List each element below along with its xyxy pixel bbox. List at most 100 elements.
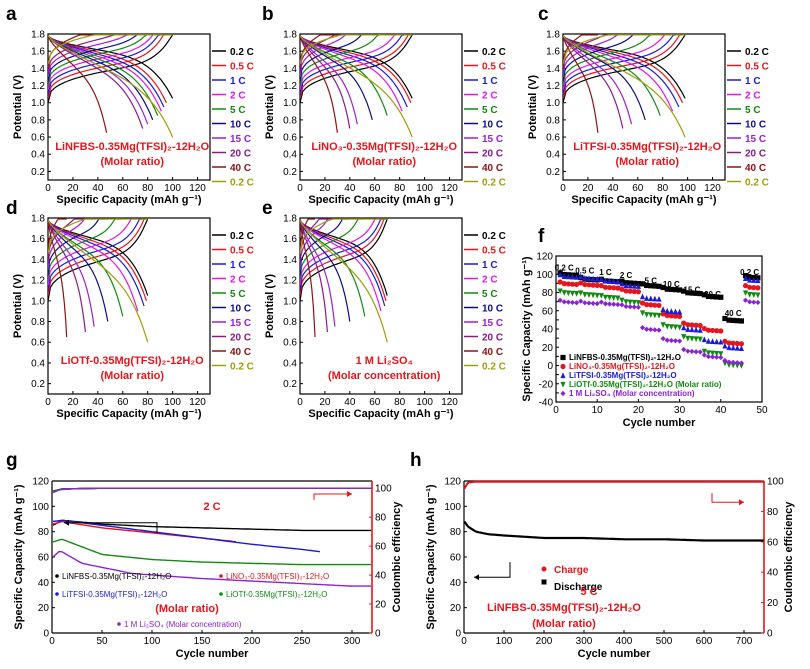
discharge-curve-1 [48, 35, 174, 99]
left-arrow [64, 522, 158, 533]
discharge-curve-7 [300, 35, 358, 125]
data-point [714, 328, 720, 334]
data-point [619, 297, 625, 304]
legend-marker-charge [541, 566, 547, 572]
data-point [697, 349, 703, 355]
data-point [751, 284, 757, 291]
x-tick-label: 60 [369, 183, 381, 194]
legend-label-3: LiTFSI-0.35Mg(TFSI)₂-12H₂O [62, 590, 167, 599]
series-5 [557, 297, 761, 366]
panel-letter-e: e [262, 198, 273, 219]
data-point [639, 293, 646, 300]
x-tick-label: 20 [67, 183, 79, 194]
data-point [747, 284, 753, 290]
legend-label-2: LiNO₃-0.35Mg(TFSI)₂-12H₂O [569, 362, 675, 371]
data-point [569, 290, 576, 297]
x-axis-label: Specific Capacity (mAh g⁻¹) [56, 408, 202, 420]
data-point [582, 275, 588, 281]
x-tick-label: 20 [633, 405, 645, 416]
y-tick-label: -20 [539, 379, 554, 390]
data-point [685, 322, 691, 328]
y2-tick-label: 80 [375, 513, 387, 524]
data-point [738, 360, 744, 366]
charge-curve-4 [563, 34, 673, 90]
discharge-curve-9 [300, 220, 316, 338]
y-axis-label: Potential (V) [527, 75, 539, 140]
right-arrowhead [739, 499, 744, 506]
data-point [648, 295, 654, 302]
curve-group [48, 34, 174, 138]
legend-label-5: 5 C [230, 105, 246, 116]
panel-letter-g: g [6, 450, 18, 471]
discharge-curve-9 [48, 35, 108, 133]
discharge-curve-9 [48, 220, 68, 338]
y-tick-label: 1.6 [31, 234, 45, 245]
y-tick-label: 1.8 [31, 214, 45, 225]
legend-label-discharge: Discharge [554, 582, 603, 593]
x-tick-label: 200 [244, 636, 261, 647]
x-tick-label: 60 [117, 397, 129, 408]
rate-annotation: 5 C [580, 586, 597, 598]
x-axis-label: Specific Capacity (mAh g⁻¹) [308, 408, 454, 420]
data-point [635, 300, 641, 306]
legend-label-6: 10 C [482, 120, 503, 131]
x-tick-label: 120 [441, 397, 458, 408]
data-point [722, 357, 728, 364]
legend-label-3: 1 C [230, 260, 246, 271]
x-tick-label: 250 [294, 636, 311, 647]
y-tick-label: 0.6 [283, 338, 297, 349]
data-point [677, 308, 683, 315]
x-tick-label: 80 [394, 183, 406, 194]
charge-curve-1 [48, 218, 149, 301]
data-point [751, 292, 757, 298]
data-point [677, 324, 683, 331]
legend-label-10: 0.2 C [230, 178, 254, 189]
data-point [623, 299, 629, 305]
legend-label-4: LiOTf-0.35Mg(TFSI)₂-12H₂O (Molar ratio) [569, 380, 722, 389]
charge-curve-8 [300, 218, 328, 265]
x-tick-label: 10 [592, 405, 604, 416]
data-point [627, 282, 633, 289]
data-point [697, 322, 703, 329]
data-point [693, 336, 699, 343]
data-point [574, 274, 580, 280]
data-point [685, 326, 691, 332]
rate-label-5: 5 C [645, 276, 658, 285]
data-point [714, 294, 720, 300]
plot-frame [299, 217, 463, 395]
legend-label-7: 15 C [482, 318, 503, 329]
data-point [560, 381, 566, 388]
panel-letter-c: c [538, 4, 549, 25]
charge-curve-5 [48, 34, 158, 86]
series-4 [52, 487, 371, 566]
series-5 [52, 487, 371, 587]
data-point [738, 341, 745, 347]
data-point [582, 291, 588, 298]
data-point [722, 315, 728, 322]
discharge-curve-2 [48, 35, 167, 103]
panel-d: 0.2 0.4 0.6 0.8 1.0 1.2 1.4 1.6 1.8 0 20 40 60 80 100 1… [12, 214, 254, 421]
y-axis-label: Specific Capacity (mAh g⁻¹) [13, 484, 25, 630]
y-tick-label: 120 [536, 252, 553, 263]
panels-layer: 0.20.40.60.81.01.21.41.61.80 20 40 60 80 100 1… [12, 30, 795, 661]
electrolyte-label: LiTFSI-0.35Mg(TFSI)₂-12H₂O [573, 141, 721, 153]
legend-label-10: 0.2 C [482, 362, 506, 373]
electrolyte-label: LiNFBS-0.35Mg(TFSI)₂-12H₂O [487, 602, 641, 614]
x-tick-label: 100 [416, 397, 433, 408]
legend-label-4: 2 C [230, 275, 246, 286]
efficiency-trace [463, 480, 764, 490]
y-axis-label: Specific Capacity (mAh g⁻¹) [425, 484, 437, 630]
data-point [730, 344, 736, 351]
legend-label-1: 0.2 C [482, 47, 506, 58]
data-point [557, 271, 563, 278]
data-point [742, 275, 749, 281]
data-point [631, 299, 637, 306]
legend-label-9: 40 C [482, 347, 503, 358]
discharge-curve-6 [48, 35, 154, 121]
x-tick-label: 60 [369, 397, 381, 408]
discharge-curve-3 [48, 35, 165, 108]
x-tick-label: 80 [394, 397, 406, 408]
charge-curve-9 [300, 34, 338, 69]
data-point [726, 340, 732, 346]
data-point [561, 273, 567, 279]
